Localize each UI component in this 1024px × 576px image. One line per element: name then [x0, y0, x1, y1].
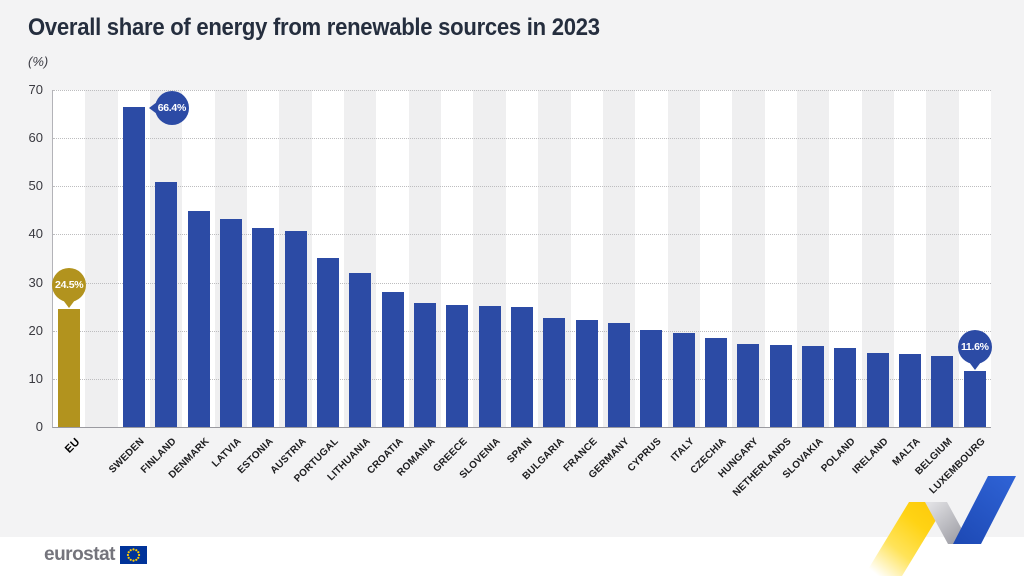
bar-column-france	[570, 90, 603, 427]
bar-column-eu	[53, 90, 86, 427]
bar-column-estonia	[247, 90, 280, 427]
y-tick-70: 70	[28, 82, 43, 97]
badge-tail	[148, 102, 157, 115]
bar-malta	[899, 354, 922, 427]
bar-lithuania	[349, 272, 372, 427]
bar-czechia	[705, 337, 728, 427]
badge-value-text: 66.4%	[157, 102, 187, 115]
bar-eu	[58, 309, 81, 427]
plot-area: 24.5% 66.4% 11.6%	[52, 90, 992, 428]
bar-column-finland	[150, 90, 183, 427]
bar-slovenia	[478, 306, 501, 427]
bar-column-czechia	[699, 90, 733, 427]
gridline-40	[53, 234, 991, 236]
value-badge-eu: 24.5%	[52, 268, 87, 309]
bar-column-denmark	[182, 90, 215, 427]
spacer-column	[85, 90, 118, 427]
chart-unit-label: (%)	[28, 54, 49, 69]
bar-column-netherlands	[764, 90, 797, 427]
y-tick-50: 50	[28, 178, 43, 194]
y-tick-10: 10	[28, 370, 43, 386]
bar-spain	[510, 307, 533, 427]
bar-column-portugal	[311, 90, 345, 427]
badge-value-text: 24.5%	[55, 279, 84, 292]
bar-column-belgium	[926, 90, 959, 427]
y-tick-30: 30	[28, 274, 43, 290]
bar-slovakia	[802, 345, 825, 427]
bar-column-hungary	[732, 90, 765, 427]
bar-germany	[608, 323, 631, 427]
bar-column-luxembourg	[958, 90, 991, 427]
bar-greece	[446, 305, 469, 427]
eurostat-logo: eurostat	[44, 544, 147, 566]
decorative-ribbon-graphic	[864, 476, 1016, 576]
bar-column-sweden	[117, 90, 151, 427]
bar-column-slovenia	[473, 90, 506, 427]
bar-column-lithuania	[344, 90, 377, 427]
badge-tail	[63, 300, 76, 309]
bar-column-greece	[441, 90, 474, 427]
bar-cyprus	[640, 329, 663, 427]
bar-poland	[834, 347, 857, 427]
bar-column-spain	[505, 90, 539, 427]
badge-value-text: 11.6%	[960, 341, 989, 354]
bar-column-bulgaria	[538, 90, 571, 427]
footer: eurostat	[0, 537, 1024, 576]
bar-ireland	[866, 353, 889, 427]
bar-finland	[155, 182, 178, 427]
bar-column-slovakia	[796, 90, 830, 427]
y-tick-20: 20	[28, 322, 43, 338]
bar-column-romania	[408, 90, 442, 427]
bar-croatia	[381, 291, 404, 427]
eurostat-logo-text: eurostat	[44, 544, 115, 565]
ribbon-yellow-stripe	[864, 502, 947, 576]
value-badge-sweden: 66.4%	[148, 91, 189, 126]
bar-column-latvia	[214, 90, 248, 427]
bar-column-cyprus	[635, 90, 668, 427]
y-tick-0: 0	[35, 419, 43, 434]
y-tick-40: 40	[28, 226, 43, 242]
gridline-30	[53, 282, 991, 284]
bar-column-malta	[893, 90, 927, 427]
bar-column-italy	[667, 90, 700, 427]
gridline-50	[53, 186, 991, 188]
bar-netherlands	[769, 344, 792, 427]
eu-flag-stars	[126, 548, 141, 562]
bar-belgium	[931, 356, 954, 427]
bar-bulgaria	[543, 318, 566, 427]
ribbon-blue-stripe	[953, 476, 1016, 544]
bar-column-poland	[829, 90, 862, 427]
badge-tail	[968, 362, 981, 371]
bar-portugal	[316, 257, 339, 427]
bar-estonia	[252, 228, 275, 427]
bar-latvia	[219, 219, 242, 427]
bar-france	[575, 319, 598, 427]
gridline-60	[53, 138, 991, 140]
bar-column-croatia	[376, 90, 409, 427]
bar-hungary	[737, 343, 760, 427]
bar-austria	[284, 230, 307, 427]
gridline-70	[53, 90, 991, 91]
bar-sweden	[122, 107, 145, 427]
bar-column-germany	[602, 90, 636, 427]
bar-column-ireland	[861, 90, 894, 427]
value-badge-luxembourg: 11.6%	[957, 330, 992, 371]
bar-luxembourg	[963, 371, 986, 427]
eu-flag-icon	[119, 546, 147, 564]
y-axis: 0 10 20 30 40 50 60 70	[0, 82, 52, 434]
bar-romania	[413, 302, 436, 427]
y-tick-60: 60	[28, 130, 43, 146]
bar-italy	[672, 332, 695, 427]
bar-denmark	[187, 210, 210, 427]
bar-column-austria	[279, 90, 312, 427]
chart-title: Overall share of energy from renewable s…	[28, 14, 600, 41]
